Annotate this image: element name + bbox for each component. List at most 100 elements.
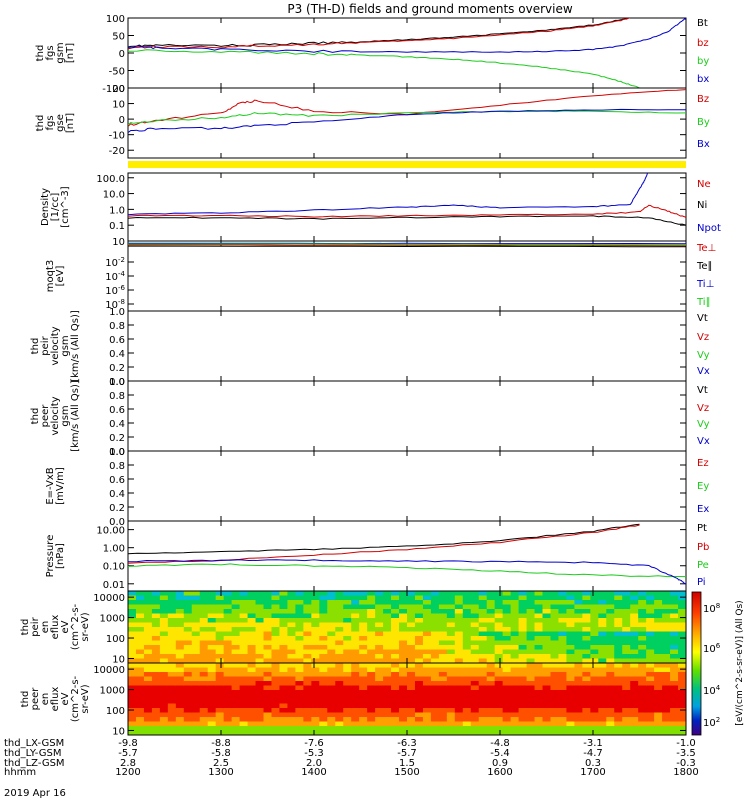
spectrogram-cell <box>414 721 424 727</box>
spectrogram-cell <box>391 708 400 714</box>
spectrogram-cell <box>239 690 249 696</box>
spectrogram-cell <box>670 703 679 709</box>
spectrogram-cell <box>279 645 289 651</box>
spectrogram-cell <box>662 627 671 633</box>
series-group-density <box>128 173 686 226</box>
spectrogram-cell <box>470 667 480 673</box>
spectrogram-cell <box>470 613 480 619</box>
spectrogram-cell <box>271 730 281 735</box>
spectrogram-cell <box>518 699 528 705</box>
spectrogram-cell <box>414 663 424 669</box>
spectrogram-cell <box>518 676 528 682</box>
y-axis-label-density: Density [1/cc] [cm^-3] <box>40 186 71 227</box>
spectrogram-cell <box>407 708 416 714</box>
spectrogram-cell <box>606 645 615 651</box>
spectrogram-cell <box>128 703 137 709</box>
spectrogram-cell <box>207 681 217 687</box>
y-tick-label: 0 <box>119 49 125 60</box>
spectrogram-cell <box>271 622 281 628</box>
spectrogram-cell <box>223 699 233 705</box>
spectrogram-cell <box>215 591 225 597</box>
spectrogram-cell <box>271 649 281 655</box>
x-tick-label: -0.3 <box>676 758 696 769</box>
spectrogram-cell <box>470 694 480 700</box>
spectrogram-cell <box>383 717 392 723</box>
spectrogram-cell <box>526 595 536 601</box>
spectrogram-cell <box>271 676 281 682</box>
spectrogram-cell <box>550 663 560 669</box>
spectrogram-cell <box>407 658 416 663</box>
spectrogram-cell <box>263 613 273 619</box>
spectrogram-cell <box>558 609 568 615</box>
spectrogram-cell <box>646 681 655 687</box>
spectrogram-cell <box>566 636 575 642</box>
spectrogram-cell <box>175 699 185 705</box>
spectrogram-cell <box>574 631 583 637</box>
spectrogram-cell <box>199 717 209 723</box>
spectrogram-cell <box>207 685 217 691</box>
series-line-Bt <box>128 18 631 48</box>
spectrogram-cell <box>183 717 193 723</box>
spectrogram-cell <box>367 681 376 687</box>
spectrogram-cell <box>367 618 376 624</box>
spectrogram-cell <box>414 645 424 651</box>
spectrogram-cell <box>526 663 536 669</box>
spectrogram-cell <box>215 681 225 687</box>
spectrogram-cell <box>159 703 169 709</box>
y-tick-label: 10000 <box>93 593 125 604</box>
spectrogram-cell <box>582 672 591 678</box>
spectrogram-cell <box>598 654 607 660</box>
spectrogram-cell <box>399 708 408 714</box>
spectrogram-cell <box>614 726 623 732</box>
y-axis-label-line: eV <box>60 692 71 705</box>
spectrogram-cell <box>590 604 599 610</box>
spectrogram-cell <box>359 717 368 723</box>
spectrogram-cell <box>598 627 607 633</box>
spectrogram-cell <box>678 618 686 624</box>
spectrogram-cell <box>454 600 464 606</box>
spectrogram-cell <box>534 676 544 682</box>
x-row-label: thd_LY-GSM <box>4 748 61 759</box>
spectrogram-cell <box>327 708 336 714</box>
spectrogram-cell <box>590 694 599 700</box>
spectrogram-cell <box>247 703 257 709</box>
spectrogram-cell <box>534 690 544 696</box>
spectrogram-cell <box>375 604 384 610</box>
y-axis-label-line: Density <box>40 188 51 226</box>
spectrogram-cell <box>311 654 320 660</box>
spectrogram-cell <box>470 685 480 691</box>
spectrogram-cell <box>638 636 647 642</box>
y-axis-label-line: thd <box>35 115 46 132</box>
spectrogram-cell <box>128 600 137 606</box>
spectrogram-cell <box>582 712 591 718</box>
spectrogram-cell <box>183 604 193 610</box>
spectrogram-cell <box>478 663 488 669</box>
spectrogram-cell <box>255 699 265 705</box>
spectrogram-cell <box>478 717 488 723</box>
spectrogram-cell <box>399 654 408 660</box>
spectrogram-cell <box>574 595 583 601</box>
spectrogram-cell <box>526 604 536 610</box>
spectrogram-cell <box>486 730 496 735</box>
spectrogram-cell <box>327 663 336 669</box>
spectrogram-cell <box>327 712 336 718</box>
spectrogram-cell <box>143 663 153 669</box>
spectrogram-cell <box>438 685 448 691</box>
spectrogram-cell <box>494 640 504 646</box>
spectrogram-cell <box>175 694 185 700</box>
spectrogram-cell <box>359 595 368 601</box>
spectrogram-cell <box>351 600 360 606</box>
spectrogram-cell <box>351 609 360 615</box>
spectrogram-cell <box>614 699 623 705</box>
spectrogram-cell <box>159 609 169 615</box>
spectrogram-cell <box>407 609 416 615</box>
spectrogram-cell <box>135 613 145 619</box>
spectrogram-cell <box>311 618 320 624</box>
spectrogram-cell <box>255 658 265 663</box>
spectrogram-cell <box>303 627 312 633</box>
spectrogram-cell <box>399 604 408 610</box>
spectrogram-cell <box>303 721 312 727</box>
spectrogram-cell <box>151 681 161 687</box>
spectrogram-cell <box>422 663 432 669</box>
spectrogram-cell <box>414 627 424 633</box>
